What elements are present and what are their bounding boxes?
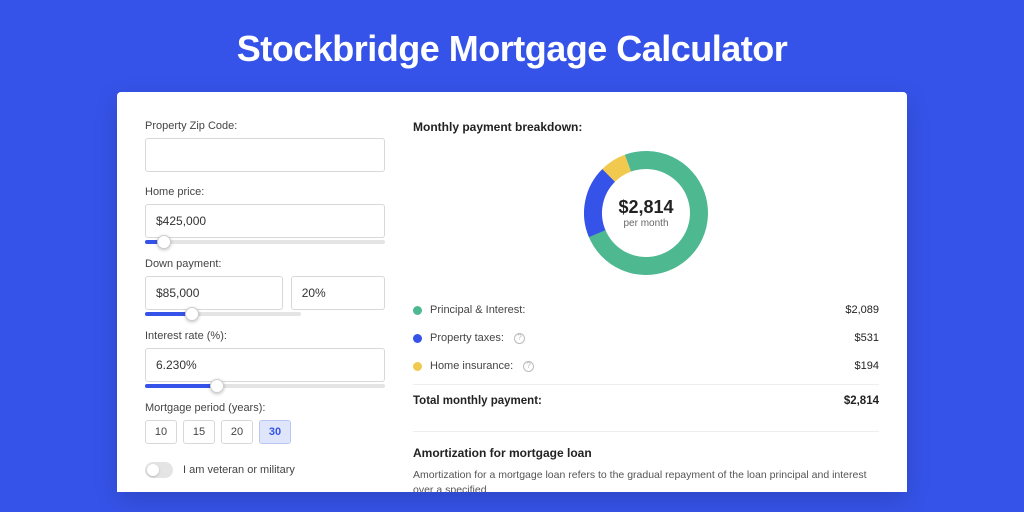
period-group: Mortgage period (years): 10152030 [145, 402, 385, 444]
period-btn-20[interactable]: 20 [221, 420, 253, 444]
legend-dot [413, 362, 422, 371]
price-label: Home price: [145, 186, 385, 198]
amortization-text: Amortization for a mortgage loan refers … [413, 468, 879, 492]
down-slider-thumb[interactable] [185, 307, 199, 321]
calculator-card: Property Zip Code: Home price: Down paym… [117, 92, 907, 492]
down-label: Down payment: [145, 258, 385, 270]
price-group: Home price: [145, 186, 385, 244]
legend-label: Principal & Interest: [430, 304, 525, 316]
rate-label: Interest rate (%): [145, 330, 385, 342]
legend-dot [413, 334, 422, 343]
page-title: Stockbridge Mortgage Calculator [0, 0, 1024, 92]
period-buttons: 10152030 [145, 420, 385, 444]
legend-label: Property taxes: [430, 332, 504, 344]
down-slider[interactable] [145, 312, 301, 316]
donut-amount: $2,814 [618, 197, 673, 218]
veteran-row: I am veteran or military [145, 462, 385, 478]
rate-input[interactable] [145, 348, 385, 382]
info-icon[interactable]: ? [523, 361, 534, 372]
legend-row: Home insurance:? $194 [413, 352, 879, 380]
legend-label: Home insurance: [430, 360, 513, 372]
rate-slider[interactable] [145, 384, 385, 388]
legend-dot [413, 306, 422, 315]
price-slider-thumb[interactable] [157, 235, 171, 249]
down-pct-input[interactable] [291, 276, 385, 310]
total-value: $2,814 [844, 395, 879, 407]
period-label: Mortgage period (years): [145, 402, 385, 414]
period-btn-15[interactable]: 15 [183, 420, 215, 444]
down-group: Down payment: [145, 258, 385, 316]
period-btn-10[interactable]: 10 [145, 420, 177, 444]
zip-group: Property Zip Code: [145, 120, 385, 172]
donut-wrap: $2,814 per month [413, 148, 879, 278]
legend-value: $194 [855, 360, 879, 372]
legend-value: $2,089 [845, 304, 879, 316]
zip-input[interactable] [145, 138, 385, 172]
breakdown-title: Monthly payment breakdown: [413, 120, 879, 134]
info-icon[interactable]: ? [514, 333, 525, 344]
veteran-label: I am veteran or military [183, 464, 295, 476]
legend-value: $531 [855, 332, 879, 344]
down-amount-input[interactable] [145, 276, 283, 310]
form-panel: Property Zip Code: Home price: Down paym… [145, 120, 385, 492]
period-btn-30[interactable]: 30 [259, 420, 291, 444]
donut-chart: $2,814 per month [581, 148, 711, 278]
veteran-toggle[interactable] [145, 462, 173, 478]
price-slider[interactable] [145, 240, 385, 244]
legend-row: Property taxes:? $531 [413, 324, 879, 352]
legend-row: Principal & Interest: $2,089 [413, 296, 879, 324]
amortization-title: Amortization for mortgage loan [413, 431, 879, 460]
total-label: Total monthly payment: [413, 395, 542, 407]
breakdown-panel: Monthly payment breakdown: $2,814 per mo… [413, 120, 879, 492]
rate-slider-thumb[interactable] [210, 379, 224, 393]
rate-group: Interest rate (%): [145, 330, 385, 388]
total-row: Total monthly payment: $2,814 [413, 384, 879, 421]
price-input[interactable] [145, 204, 385, 238]
legend: Principal & Interest: $2,089 Property taxe… [413, 296, 879, 380]
donut-sub: per month [623, 218, 668, 229]
zip-label: Property Zip Code: [145, 120, 385, 132]
